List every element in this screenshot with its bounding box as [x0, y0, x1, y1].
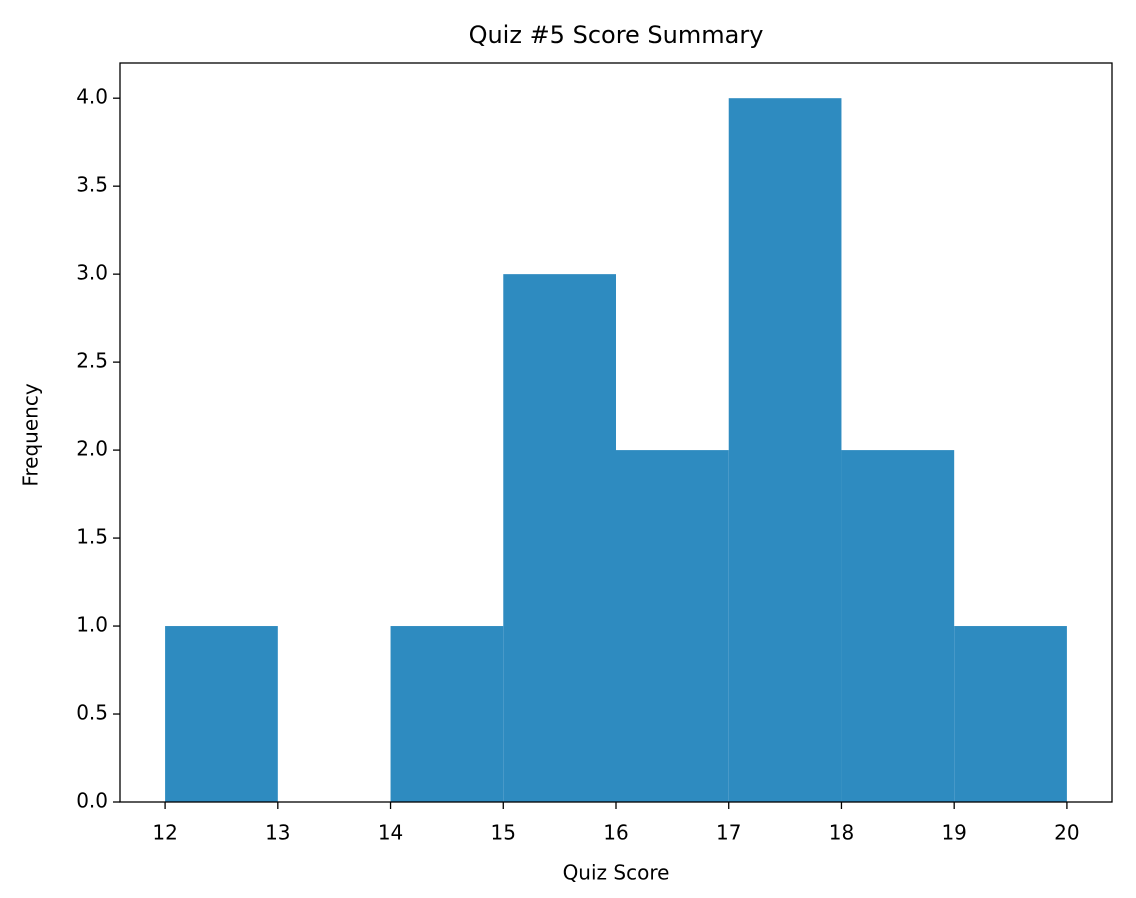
y-tick-label: 3.0: [76, 261, 108, 285]
x-tick-label: 12: [152, 821, 177, 845]
x-tick-label: 14: [378, 821, 403, 845]
x-tick-label: 19: [941, 821, 966, 845]
y-tick-label: 2.0: [76, 437, 108, 461]
bar: [954, 626, 1067, 802]
x-tick-label: 13: [265, 821, 290, 845]
x-axis-label: Quiz Score: [563, 861, 670, 885]
bar: [503, 274, 616, 803]
chart-title: Quiz #5 Score Summary: [469, 21, 764, 49]
x-tick-label: 17: [716, 821, 741, 845]
y-tick-label: 3.5: [76, 173, 108, 197]
y-axis-label: Frequency: [19, 383, 43, 486]
y-tick-label: 2.5: [76, 349, 108, 373]
x-tick-label: 15: [491, 821, 516, 845]
bar: [728, 98, 842, 802]
bar: [616, 450, 729, 802]
bar: [390, 626, 504, 802]
y-tick-label: 1.5: [76, 525, 108, 549]
x-tick-label: 20: [1054, 821, 1079, 845]
y-tick-label: 0.5: [76, 701, 108, 725]
y-tick-label: 4.0: [76, 85, 108, 109]
y-tick-label: 0.0: [76, 789, 108, 813]
y-tick-label: 1.0: [76, 613, 108, 637]
x-tick-label: 18: [829, 821, 854, 845]
bar: [841, 450, 955, 802]
x-tick-label: 16: [603, 821, 628, 845]
bar: [165, 626, 278, 802]
